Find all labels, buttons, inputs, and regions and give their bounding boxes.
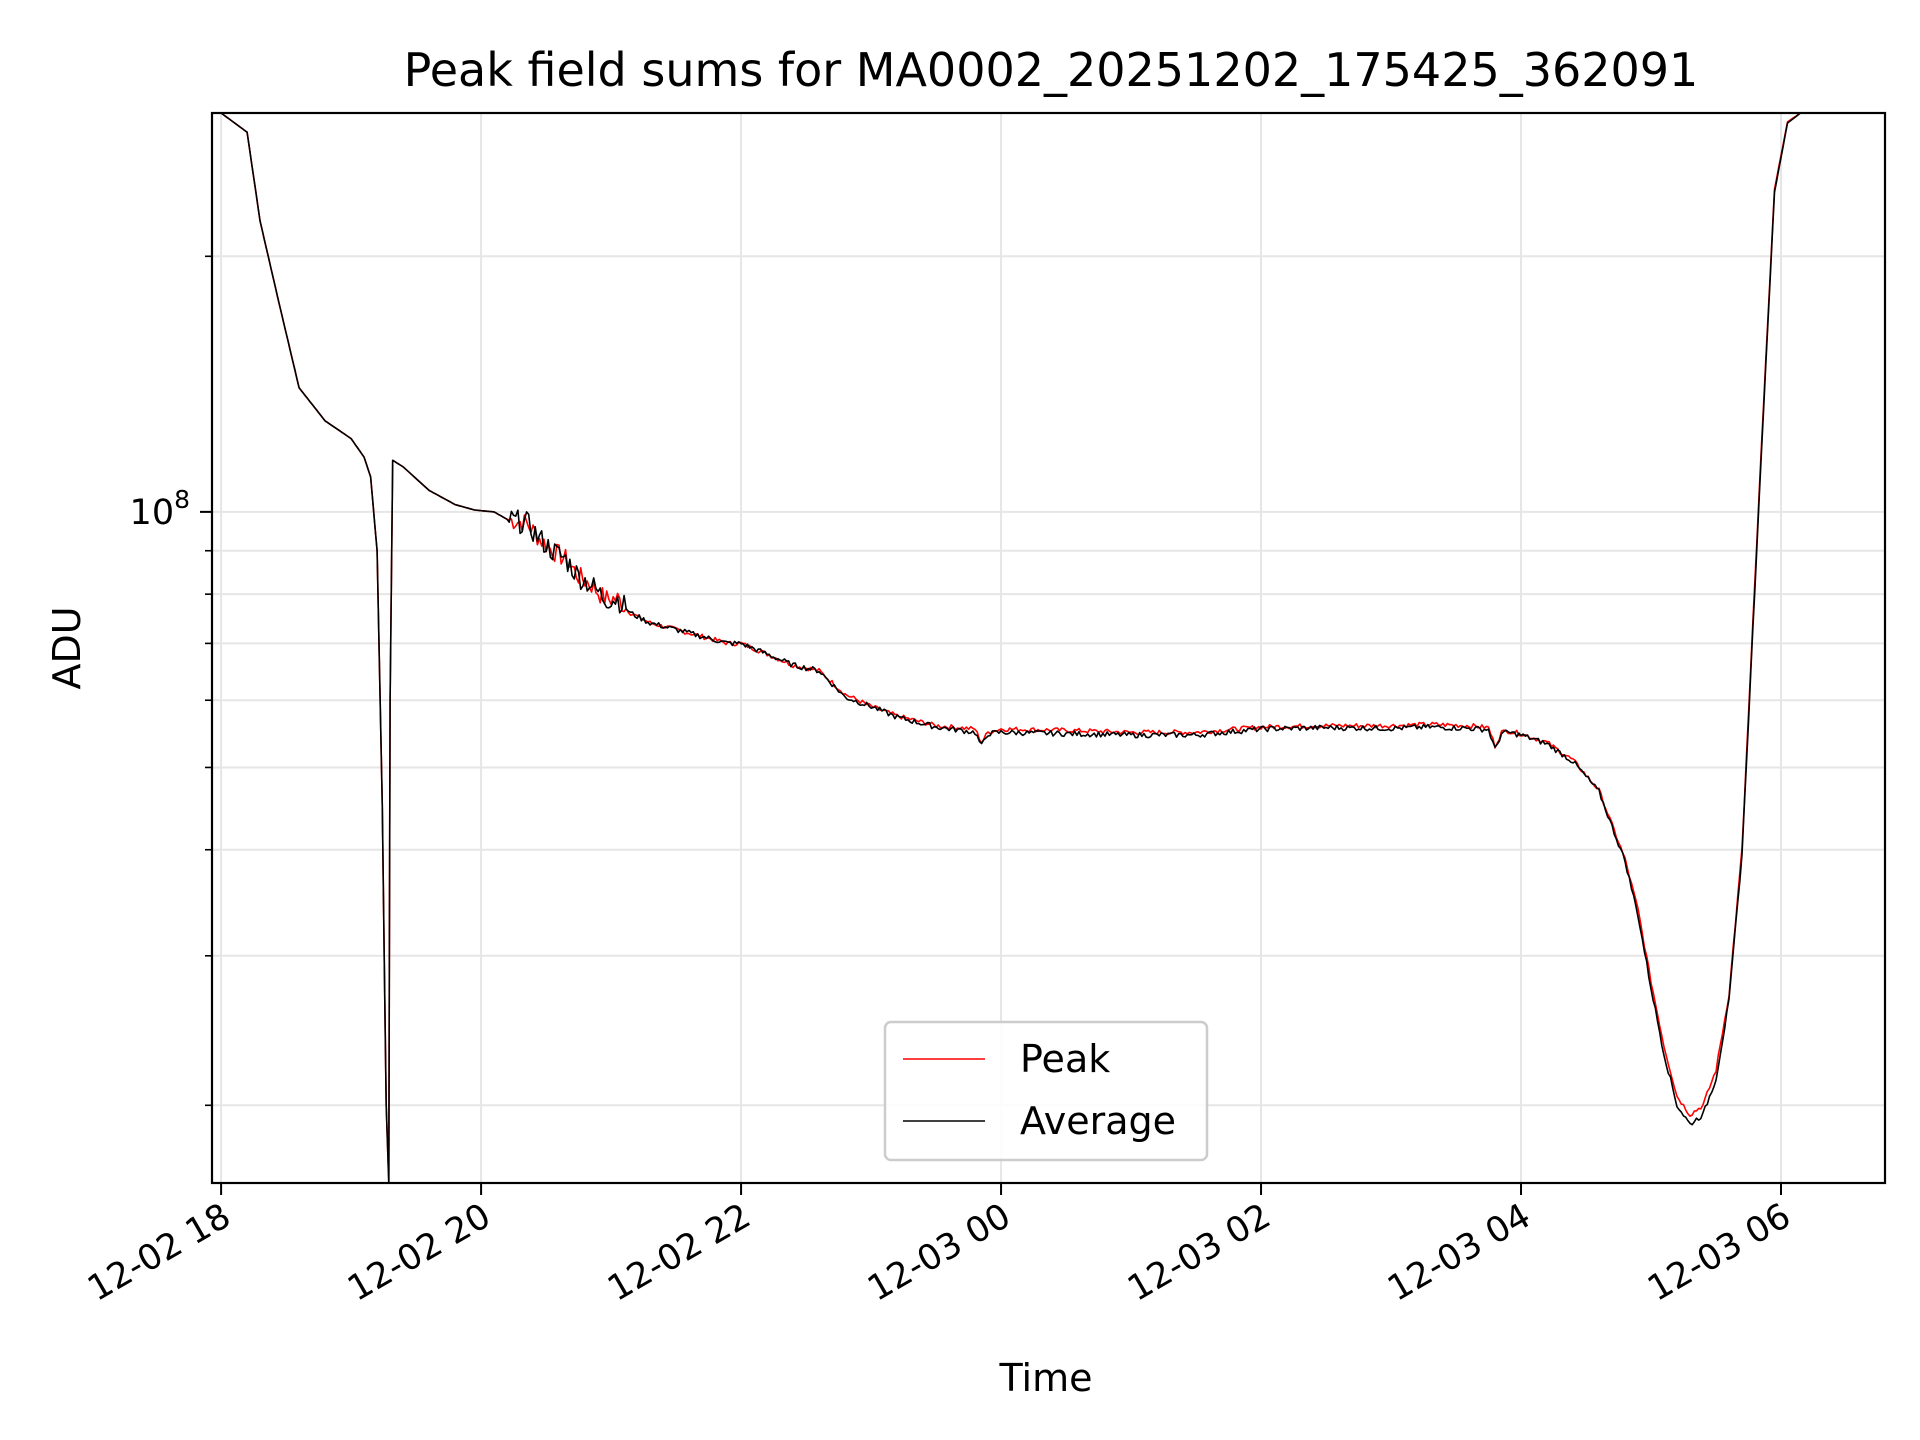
plot-frame [210, 111, 1887, 1185]
chart-title: Peak field sums for MA0002_20251202_1754… [404, 43, 1699, 97]
legend-label-average: Average [1020, 1099, 1176, 1143]
series-lines [220, 112, 1885, 1184]
y-axis-label: ADU [45, 606, 89, 689]
series-line-average [220, 112, 1885, 1184]
x-axis-label: Time [999, 1356, 1093, 1400]
legend-label-peak: Peak [1020, 1037, 1110, 1081]
y-tick-label: 108 [130, 485, 190, 533]
y-tick-label-base: 10 [130, 493, 175, 533]
legend-box [883, 1020, 1209, 1162]
y-tick-label-exponent: 8 [174, 485, 190, 514]
legend: Peak Average [883, 1020, 1209, 1162]
grid [212, 113, 1885, 1183]
y-axis: 108 [130, 255, 212, 1107]
